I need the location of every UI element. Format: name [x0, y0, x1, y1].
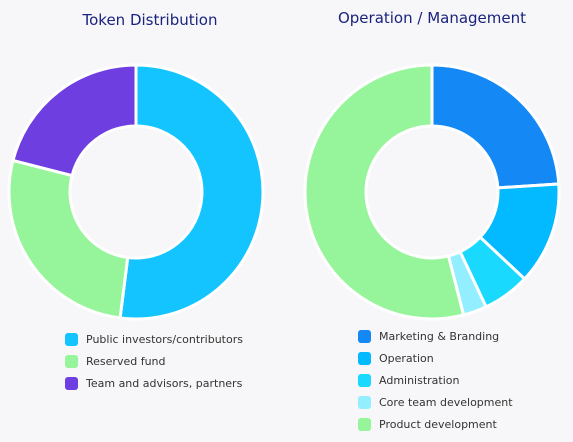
chart-title-token-distribution: Token Distribution: [82, 11, 218, 29]
legend-swatch: [358, 351, 371, 365]
donut-slice-team-and-advisors-partners: [11, 63, 138, 178]
legend-label: Marketing & Branding: [379, 329, 500, 343]
legend-swatch: [358, 417, 371, 431]
legend-item-administration: Administration: [358, 369, 513, 391]
legend-swatch: [65, 376, 78, 390]
legend-label: Public investors/contributors: [86, 332, 243, 346]
legend-label: Administration: [379, 373, 460, 387]
legend-item-product-development: Product development: [358, 413, 513, 435]
legend-item-marketing-branding: Marketing & Branding: [358, 325, 513, 347]
donut-slice-marketing-branding: [430, 63, 561, 190]
token-distribution-donut: [7, 63, 265, 321]
operation-management-legend: Marketing & Branding Operation Administrat…: [358, 325, 513, 435]
legend-item-core-team-development: Core team development: [358, 391, 513, 413]
legend-swatch: [65, 354, 78, 368]
donut-slice-reserved-fund: [7, 158, 130, 320]
legend-label: Core team development: [379, 395, 513, 409]
donut-slice-product-development: [303, 63, 466, 321]
legend-label: Product development: [379, 417, 497, 431]
legend-swatch: [358, 329, 371, 343]
donut-slice-public-investors-contributors: [118, 63, 265, 321]
chart-title-operation-management: Operation / Management: [337, 9, 527, 27]
operation-management-donut: [303, 63, 561, 321]
legend-label: Reserved fund: [86, 354, 166, 368]
legend-swatch: [358, 373, 371, 387]
legend-swatch: [65, 332, 78, 346]
token-distribution-legend: Public investors/contributors Reserved fu…: [65, 328, 243, 394]
legend-label: Operation: [379, 351, 434, 365]
legend-item-operation: Operation: [358, 347, 513, 369]
legend-item-public-investors-contributors: Public investors/contributors: [65, 328, 243, 350]
legend-item-team-and-advisors-partners: Team and advisors, partners: [65, 372, 243, 394]
legend-item-reserved-fund: Reserved fund: [65, 350, 243, 372]
legend-swatch: [358, 395, 371, 409]
legend-label: Team and advisors, partners: [86, 376, 243, 390]
